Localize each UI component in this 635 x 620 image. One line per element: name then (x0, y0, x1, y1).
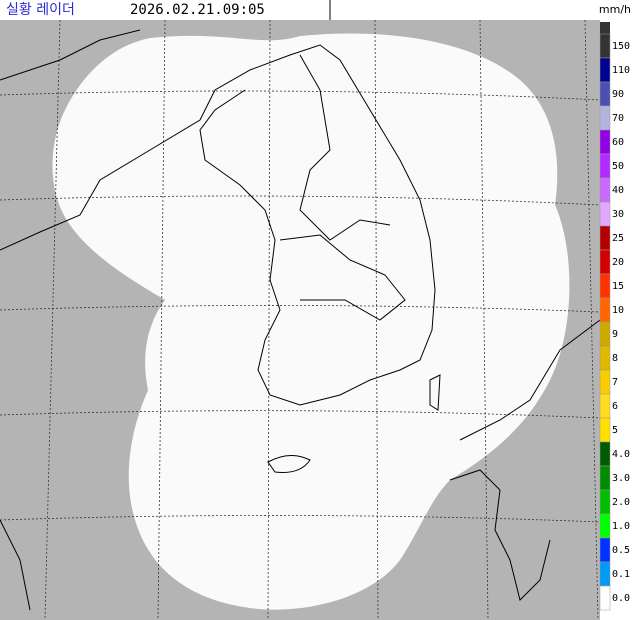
legend-label: 0.1 (612, 569, 630, 580)
legend-swatch (599, 249, 611, 275)
legend-swatch (599, 297, 611, 323)
legend-label: 0.5 (612, 545, 630, 556)
legend-label: 6 (612, 401, 618, 412)
legend-swatch (599, 465, 611, 491)
legend-swatch (599, 177, 611, 203)
legend-label: 3.0 (612, 473, 630, 484)
legend-swatch (599, 33, 611, 59)
radar-coverage (52, 33, 570, 610)
page-title: 실황 레이더 (6, 2, 75, 18)
timestamp: 2026.02.21.09:05 (130, 2, 265, 18)
legend-swatch (599, 57, 611, 83)
legend-swatch (599, 321, 611, 347)
legend-swatch (599, 585, 611, 611)
legend-swatch (599, 561, 611, 587)
legend-label: 90 (612, 89, 624, 100)
legend-swatch (599, 105, 611, 131)
legend: 150 110 90 70 60 50 40 30 25 20 15 10 9 8 7 6 5 4.0 3.0 2.0… (599, 22, 630, 611)
legend-swatch (599, 489, 611, 515)
legend-swatch (599, 513, 611, 539)
unit-label: mm/h (598, 3, 631, 16)
legend-label: 7 (612, 377, 618, 388)
legend-label: 1.0 (612, 521, 630, 532)
legend-label: 10 (612, 305, 624, 316)
legend-label: 60 (612, 137, 624, 148)
legend-label: 25 (612, 233, 624, 244)
legend-label: 40 (612, 185, 624, 196)
legend-label: 20 (612, 257, 624, 268)
legend-swatch (599, 369, 611, 395)
coastline (0, 0, 601, 611)
legend-swatch (599, 273, 611, 299)
legend-swatch (599, 153, 611, 179)
legend-label: 9 (612, 329, 618, 340)
legend-label: 50 (612, 161, 624, 172)
legend-label: 70 (612, 113, 624, 124)
legend-swatch (599, 441, 611, 467)
legend-swatch (599, 81, 611, 107)
legend-swatch (599, 345, 611, 371)
legend-swatch (599, 129, 611, 155)
legend-label: 2.0 (612, 497, 630, 508)
legend-label: 150 (612, 41, 630, 52)
legend-label: 30 (612, 209, 624, 220)
legend-label: 5 (612, 425, 618, 436)
legend-label: 15 (612, 281, 624, 292)
legend-label: 4.0 (612, 449, 630, 460)
legend-swatch (599, 417, 611, 443)
legend-cap (600, 22, 610, 34)
legend-swatch (599, 225, 611, 251)
legend-swatch (599, 201, 611, 227)
legend-label: 8 (612, 353, 618, 364)
legend-label: 0.0 (612, 593, 630, 604)
legend-label: 110 (612, 65, 630, 76)
legend-swatch (599, 393, 611, 419)
legend-swatch (599, 537, 611, 563)
